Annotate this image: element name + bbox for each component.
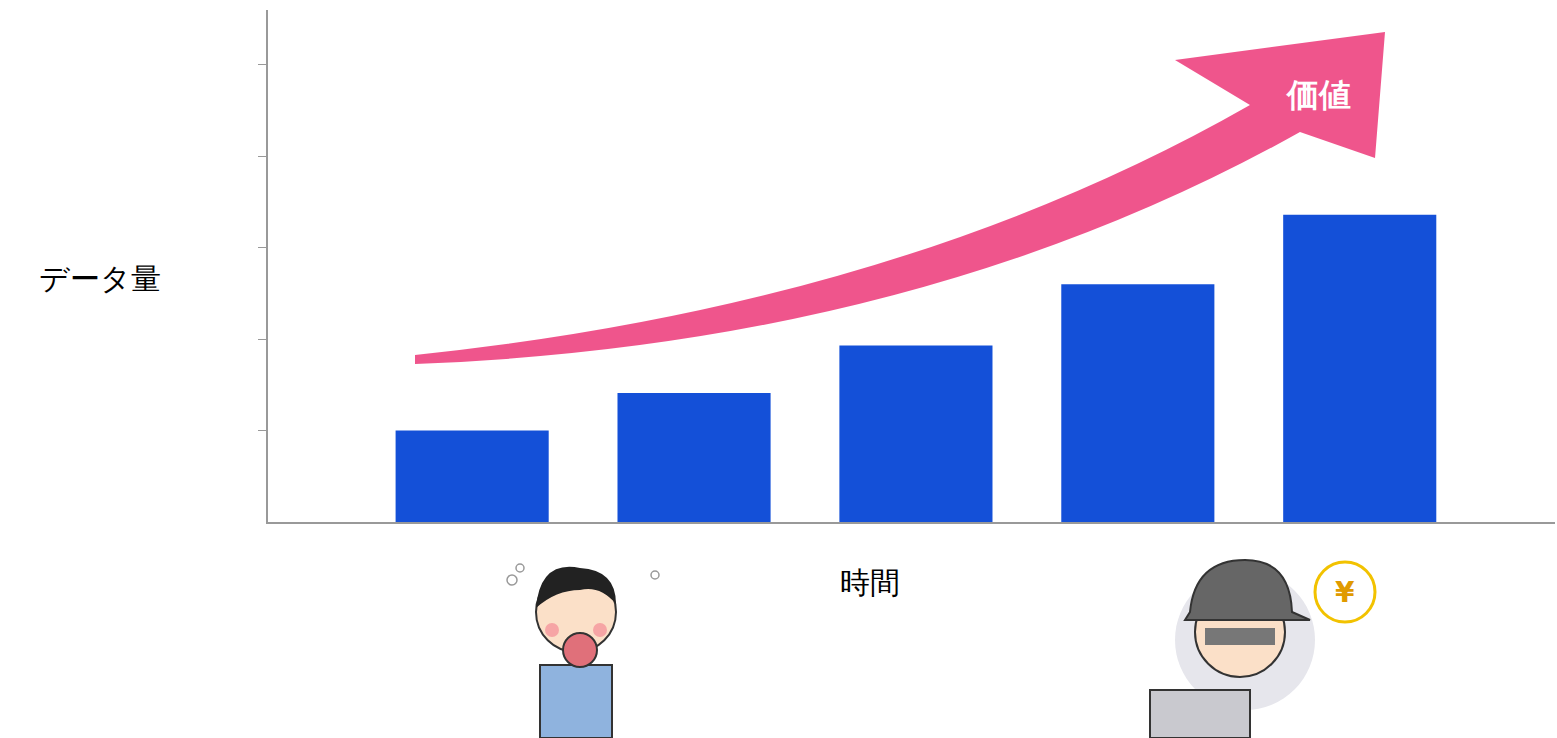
svg-text:¥: ¥ bbox=[1335, 576, 1355, 609]
svg-text:価値: 価値 bbox=[1286, 76, 1351, 114]
svg-text:データ量: データ量 bbox=[39, 261, 161, 296]
svg-text:時間: 時間 bbox=[840, 565, 900, 600]
